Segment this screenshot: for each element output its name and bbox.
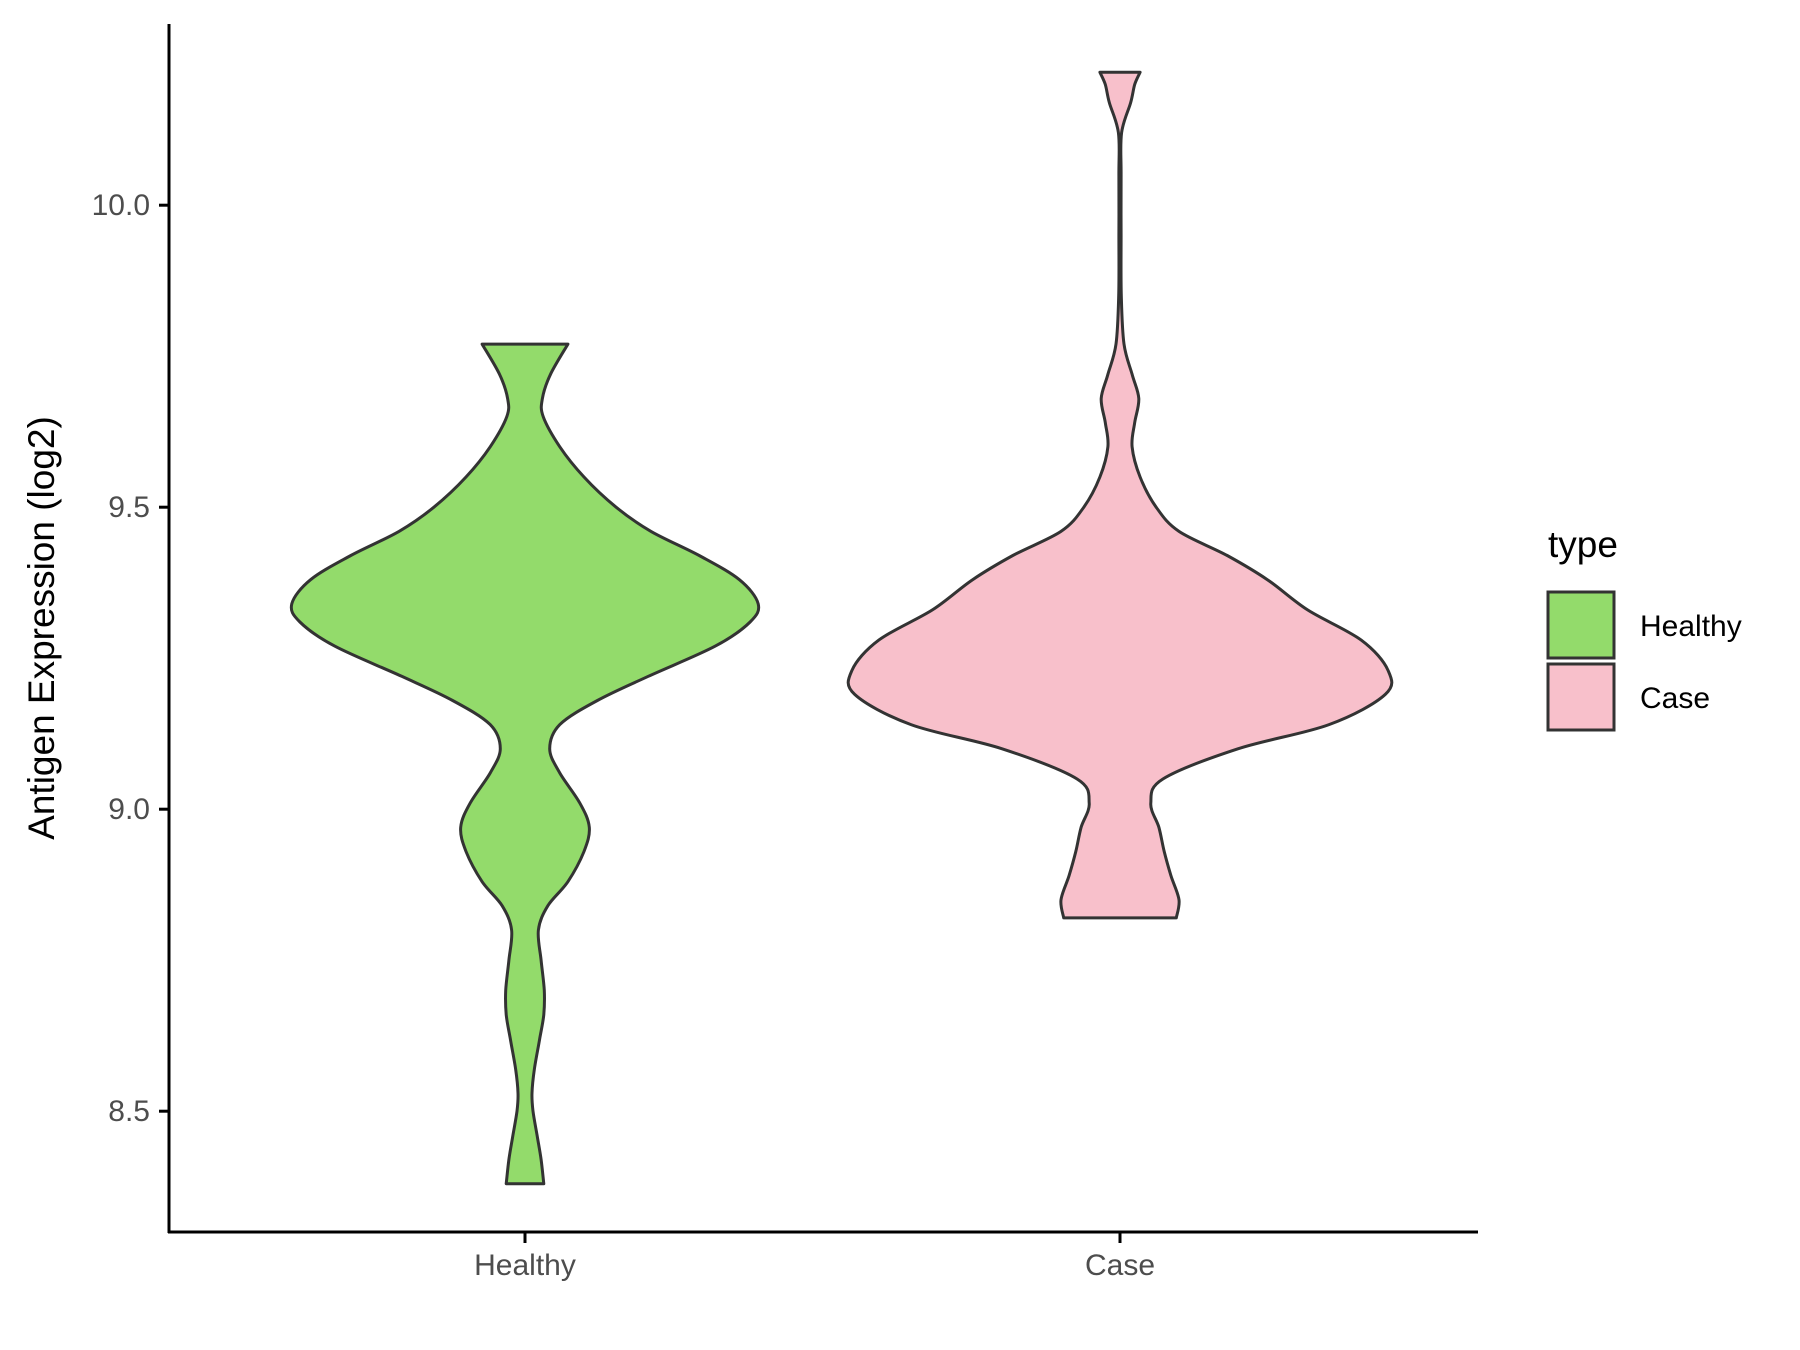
- violins: [289, 70, 1394, 1186]
- violin-healthy: [289, 342, 761, 1186]
- violin-case: [846, 70, 1394, 920]
- legend: type Healthy Case: [1546, 524, 1742, 732]
- legend-swatch-healthy: [1546, 590, 1616, 660]
- legend-swatch-case: [1546, 662, 1616, 732]
- legend-title: type: [1548, 524, 1618, 565]
- legend-label-healthy: Healthy: [1640, 610, 1742, 643]
- y-tick-label: 9.0: [108, 793, 150, 826]
- x-tick-label: Case: [1085, 1249, 1155, 1282]
- y-axis-title: Antigen Expression (log2): [21, 416, 62, 840]
- x-axis-ticks: Healthy Case: [474, 1232, 1155, 1282]
- x-tick-label: Healthy: [474, 1249, 576, 1282]
- y-tick-label: 10.0: [92, 189, 150, 222]
- legend-label-case: Case: [1640, 682, 1710, 715]
- y-tick-label: 9.5: [108, 491, 150, 524]
- y-tick-label: 8.5: [108, 1095, 150, 1128]
- y-axis-ticks: 8.5 9.0 9.5 10.0: [92, 189, 169, 1128]
